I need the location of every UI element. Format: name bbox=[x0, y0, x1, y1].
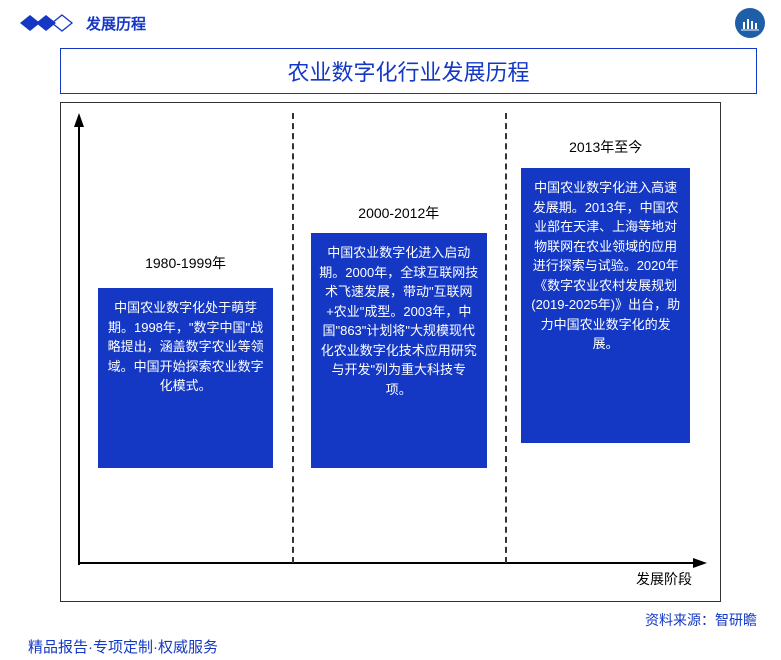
period-label: 1980-1999年 bbox=[104, 253, 267, 273]
chart-area: 1980-1999年中国农业数字化处于萌芽期。1998年，"数字中国"战略提出，… bbox=[79, 113, 706, 563]
x-axis-label: 发展阶段 bbox=[636, 569, 692, 589]
logo-icon bbox=[735, 8, 765, 38]
period-box: 中国农业数字化进入高速发展期。2013年，中国农业部在天津、上海等地对物联网在农… bbox=[521, 168, 690, 443]
main-title-box: 农业数字化行业发展历程 bbox=[60, 48, 757, 94]
chart-container: 1980-1999年中国农业数字化处于萌芽期。1998年，"数字中国"战略提出，… bbox=[60, 102, 721, 602]
period-label: 2013年至今 bbox=[530, 137, 680, 157]
period-box: 中国农业数字化进入启动期。2000年，全球互联网技术飞速发展，带动"互联网+农业… bbox=[311, 233, 487, 468]
header-left: 发展历程 bbox=[16, 11, 146, 35]
main-title: 农业数字化行业发展历程 bbox=[67, 55, 750, 87]
header: 发展历程 bbox=[0, 0, 781, 38]
chart-divider bbox=[292, 113, 294, 563]
period-label: 2000-2012年 bbox=[317, 203, 480, 223]
section-title: 发展历程 bbox=[86, 13, 146, 34]
chart-divider bbox=[505, 113, 507, 563]
source-text: 资料来源：智研瞻 bbox=[0, 610, 757, 630]
period-box: 中国农业数字化处于萌芽期。1998年，"数字中国"战略提出，涵盖数字农业等领域。… bbox=[98, 288, 274, 468]
diamond-icon bbox=[16, 11, 76, 35]
footer-text: 精品报告·专项定制·权威服务 bbox=[28, 636, 781, 657]
